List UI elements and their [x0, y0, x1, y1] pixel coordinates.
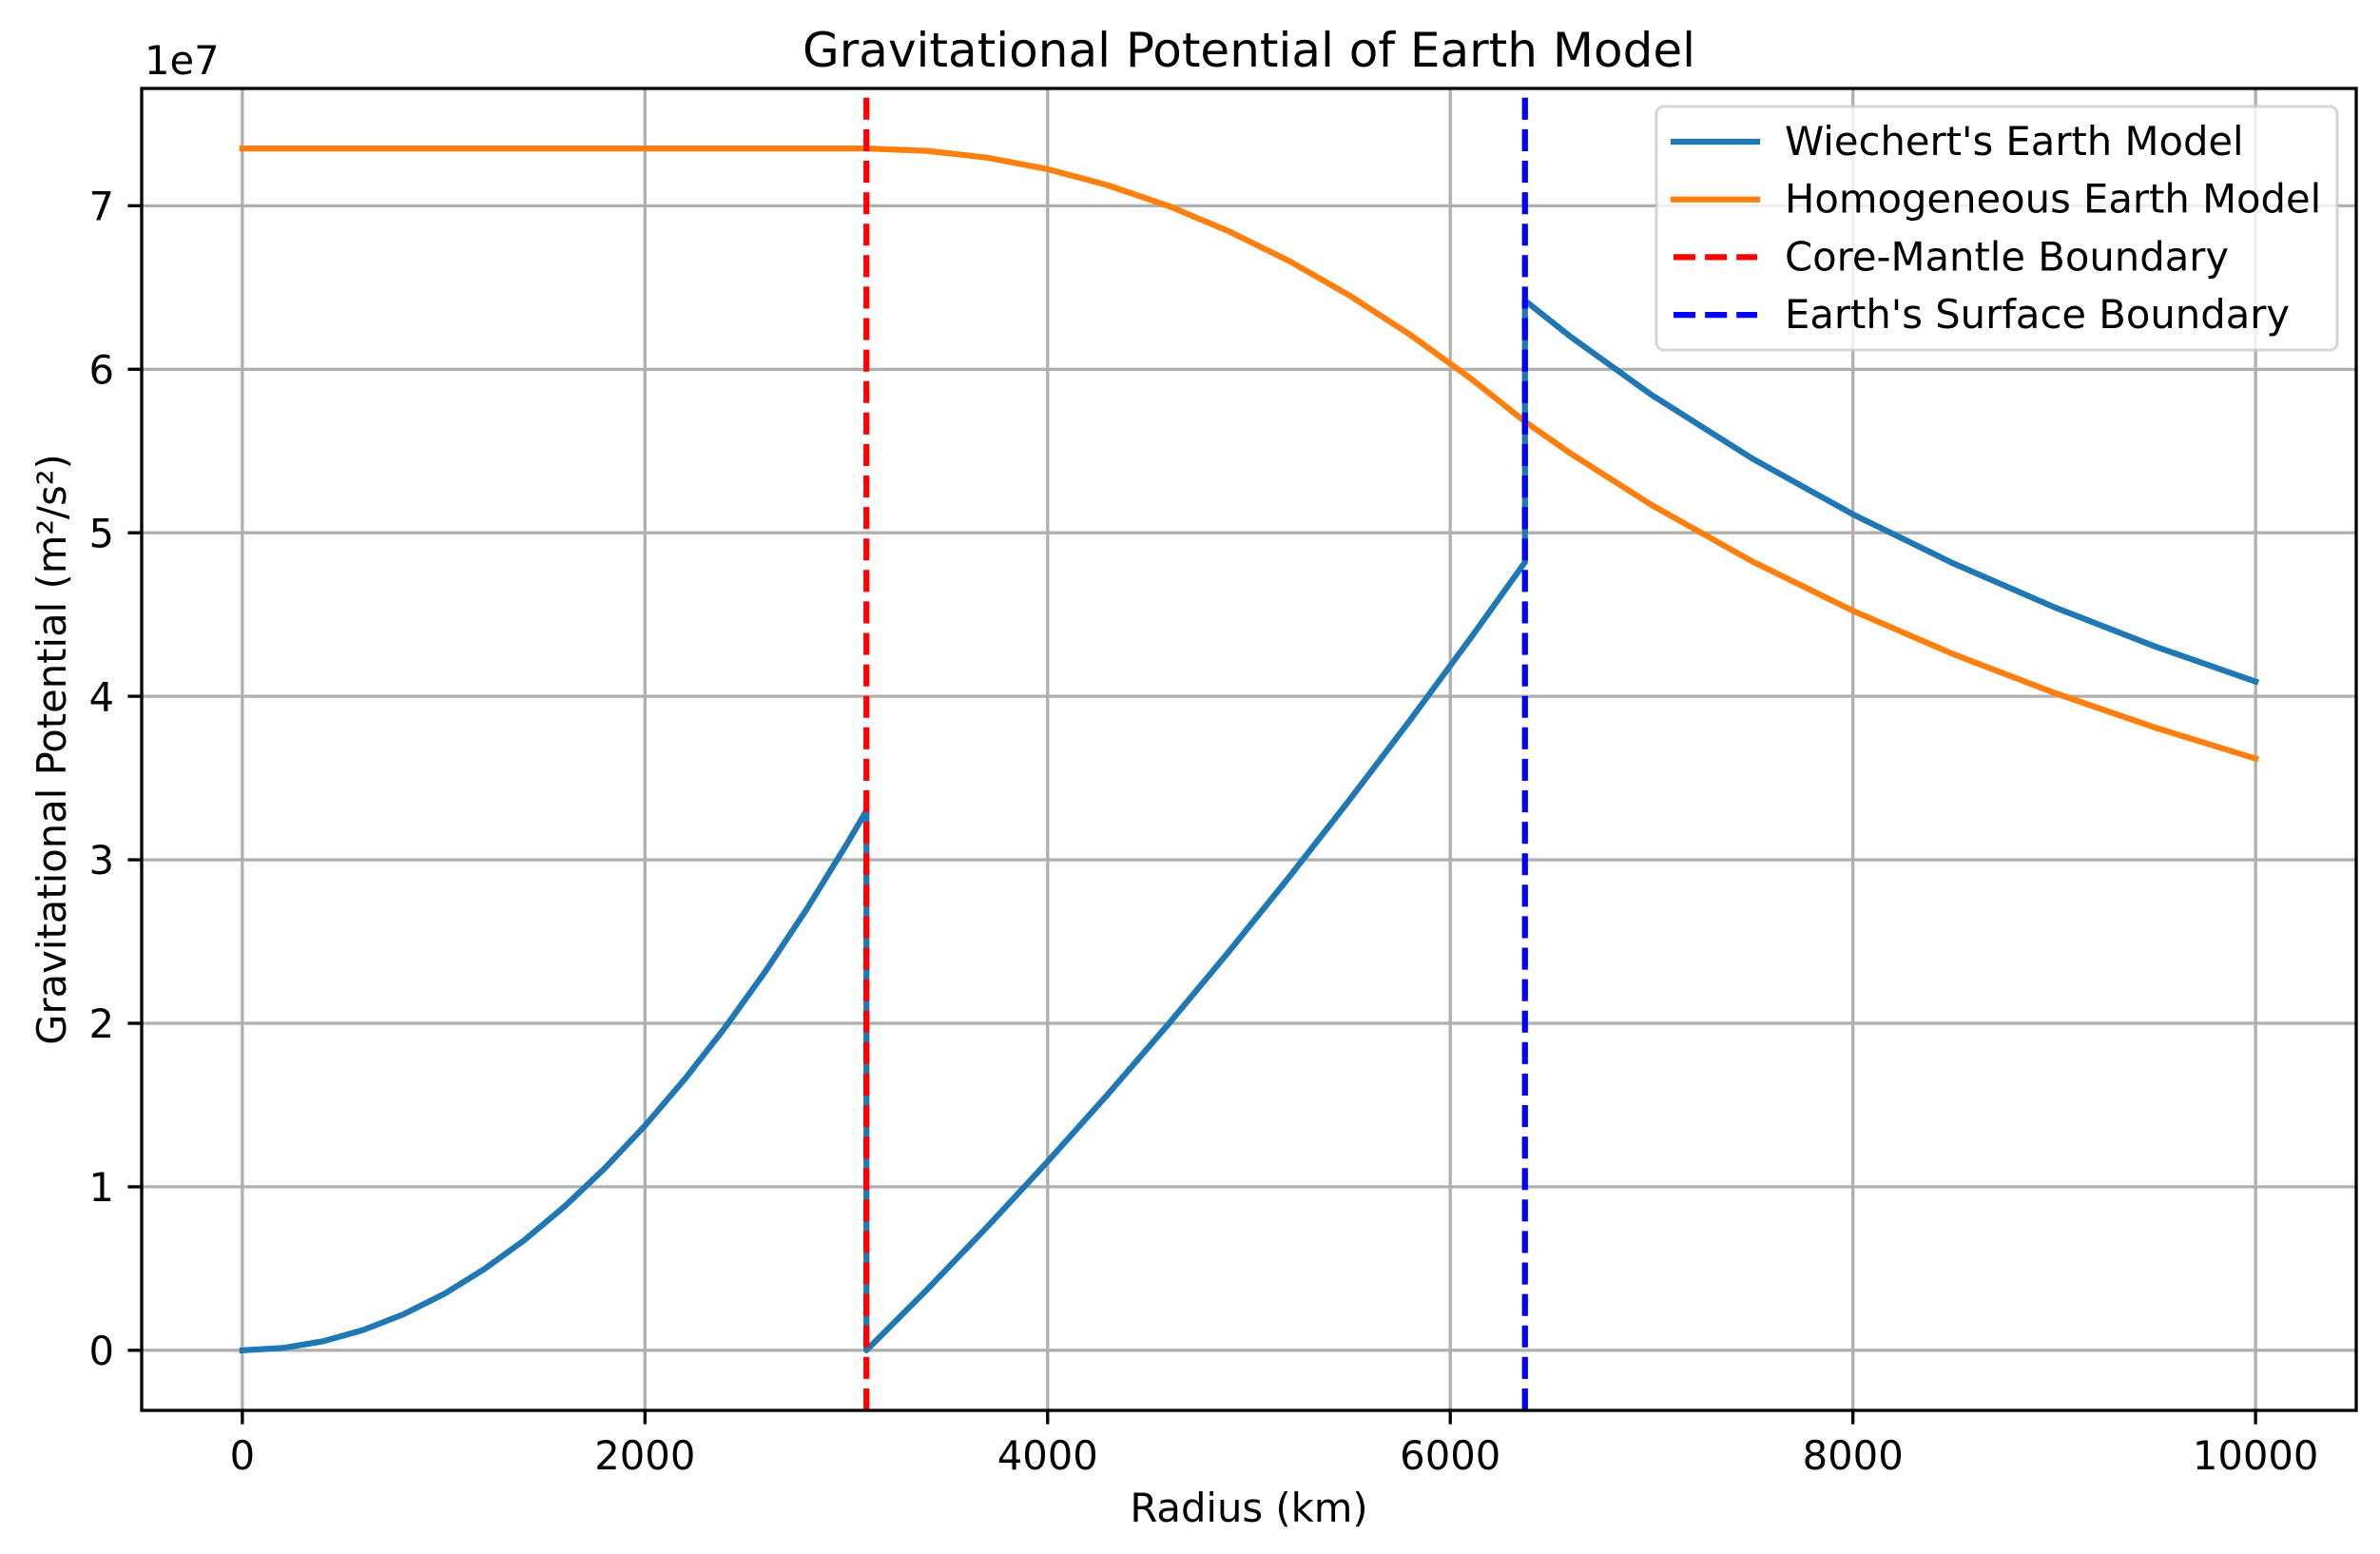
y-tick-label: 1	[88, 1164, 114, 1211]
legend-item-core-mantle-boundary: Core-Mantle Boundary	[1674, 233, 2229, 280]
legend-item-wiechert-s-earth-model: Wiechert's Earth Model	[1670, 118, 2244, 165]
legend-label: Earth's Surface Boundary	[1785, 291, 2290, 338]
series-line-wiechert-s-earth-model	[239, 297, 2260, 1354]
x-axis: 0 2000 4000 6000 8000 10000	[230, 1410, 2319, 1479]
legend-item-earth-s-surface-boundary: Earth's Surface Boundary	[1674, 291, 2290, 338]
y-tick-label: 6	[88, 346, 114, 393]
x-tick-label: 8000	[1803, 1432, 1904, 1479]
legend-frame	[1654, 105, 2339, 352]
y-axis-label: Gravitational Potential (m²/s²)	[29, 454, 75, 1045]
y-axis: 0 1 2 3 4 5 6 7	[88, 184, 142, 1374]
chart-title: Gravitational Potential of Earth Model	[803, 23, 1695, 78]
y-tick-label: 0	[88, 1328, 114, 1374]
x-tick-label: 6000	[1400, 1432, 1500, 1479]
legend-label: Homogeneous Earth Model	[1785, 176, 2321, 223]
y-tick-label: 4	[88, 673, 114, 720]
x-tick-label: 0	[230, 1432, 256, 1479]
y-tick-label: 2	[88, 1000, 114, 1047]
series-layer	[239, 146, 2260, 1354]
y-tick-label: 7	[88, 184, 114, 230]
y-axis-offset-label: 1e7	[145, 37, 220, 84]
y-tick-label: 5	[88, 510, 114, 556]
axes-frame	[140, 87, 2358, 1412]
x-tick-label: 2000	[594, 1432, 695, 1479]
y-tick-label: 3	[88, 837, 114, 884]
legend-label: Core-Mantle Boundary	[1785, 233, 2229, 280]
series-line-homogeneous-earth-model	[239, 146, 2260, 763]
legend-item-homogeneous-earth-model: Homogeneous Earth Model	[1670, 176, 2321, 223]
legend-label: Wiechert's Earth Model	[1785, 118, 2244, 165]
x-tick-label: 10000	[2193, 1432, 2319, 1479]
x-tick-label: 4000	[997, 1432, 1098, 1479]
legend: Wiechert's Earth Model Homogeneous Earth …	[1654, 105, 2339, 352]
x-axis-label: Radius (km)	[1130, 1485, 1367, 1531]
